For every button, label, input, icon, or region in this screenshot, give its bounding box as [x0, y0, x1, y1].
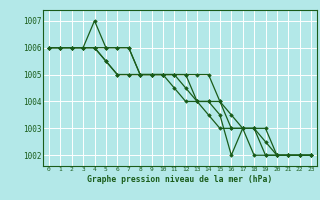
X-axis label: Graphe pression niveau de la mer (hPa): Graphe pression niveau de la mer (hPa) [87, 175, 273, 184]
